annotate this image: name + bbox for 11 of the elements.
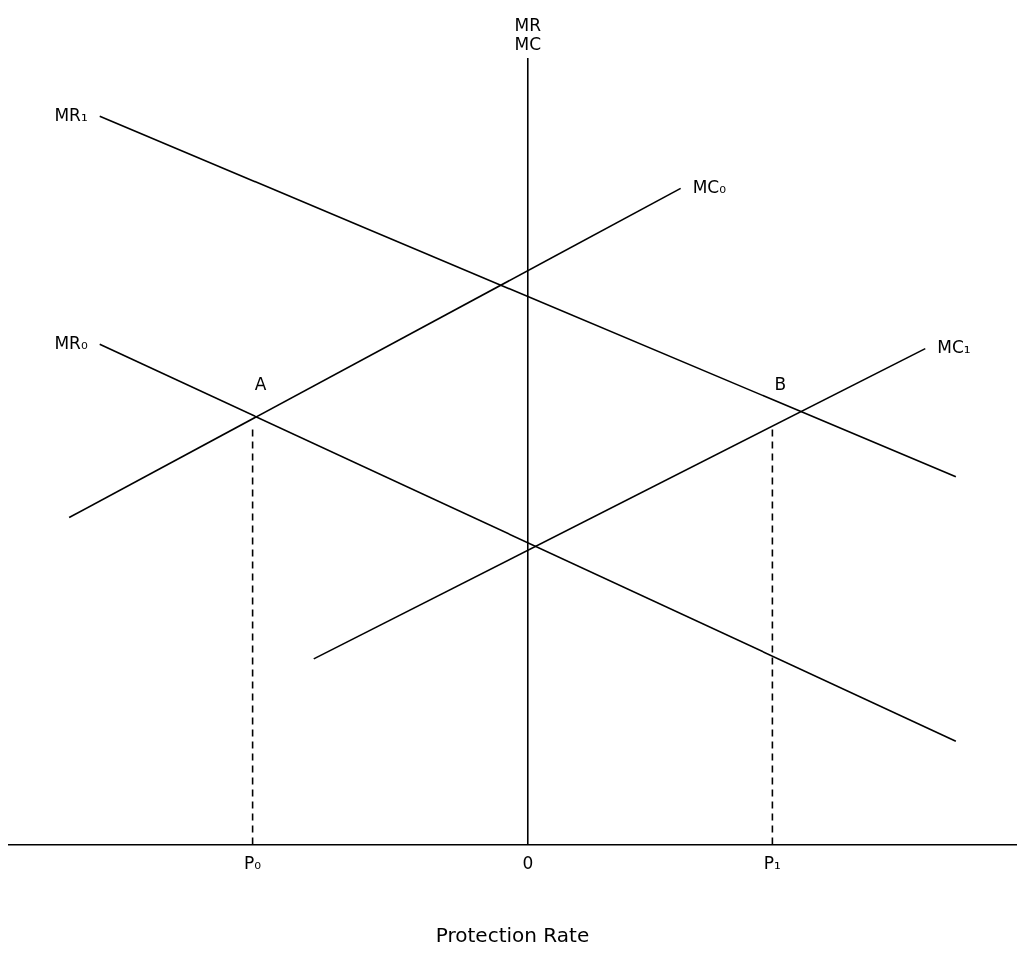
annotation: B [774,374,787,395]
annotation: A [254,374,267,395]
x-tick-label: P₀ [244,853,262,874]
series-label: MC₁ [937,337,971,358]
x-axis-title: Protection Rate [435,923,590,948]
series-label: MR₁ [54,104,88,125]
series-label: MC₀ [692,176,727,197]
y-axis-title: MR MC [514,14,542,54]
x-tick-label: P₁ [763,853,781,874]
series-label: MR₀ [54,332,88,353]
x-tick-label: 0 [522,853,534,874]
